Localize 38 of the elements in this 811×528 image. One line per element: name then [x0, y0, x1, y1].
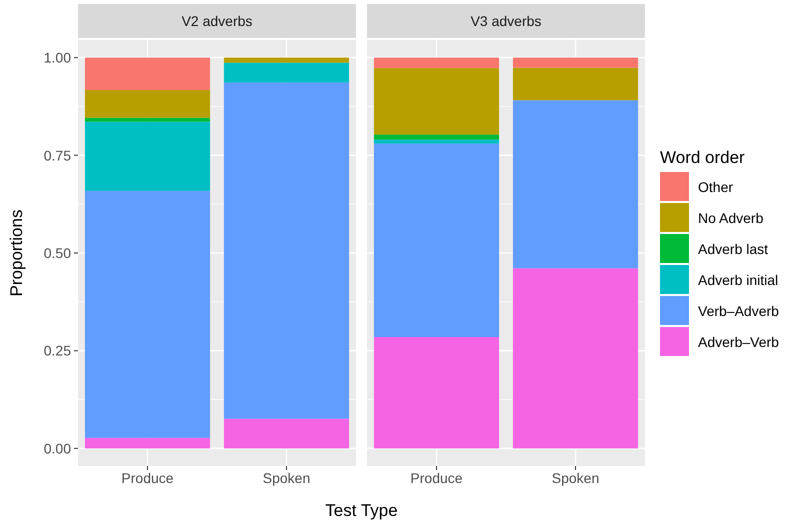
y-tick-label: 1.00: [44, 50, 72, 66]
y-tick-label: 0.75: [44, 147, 72, 164]
bar: [224, 58, 350, 63]
bar: [84, 90, 210, 118]
chart-title: V3 adverbs: [470, 13, 542, 29]
y-tick-label: 0.25: [44, 342, 72, 359]
bar: [374, 68, 500, 135]
legend-label: Other: [698, 179, 734, 195]
bar: [224, 418, 350, 448]
x-tick-label: Spoken: [262, 470, 310, 486]
bar: [512, 100, 638, 268]
bar: [224, 62, 350, 83]
bar: [374, 140, 500, 144]
bar: [84, 438, 210, 448]
y-tick-label: 0.00: [44, 440, 72, 456]
bar: [512, 58, 638, 68]
bar: [512, 268, 638, 448]
legend-label: No Adverb: [698, 210, 764, 226]
bar: [374, 58, 500, 68]
bar: [374, 337, 500, 448]
chart-title: V2 adverbs: [182, 13, 252, 29]
legend-title: Word order: [660, 148, 746, 167]
y-axis-title: Proportions: [7, 210, 26, 296]
bar: [84, 58, 210, 90]
legend-label: Adverb–Verb: [698, 334, 780, 350]
x-axis-title: Test Type: [325, 501, 398, 520]
legend-label: Adverb last: [698, 241, 768, 257]
y-tick-label: 0.50: [44, 245, 72, 261]
bar: [84, 190, 210, 438]
x-tick-label: Produce: [410, 470, 463, 486]
bar: [84, 122, 210, 191]
legend-label: Verb–Adverb: [698, 303, 780, 319]
legend-label: Adverb initial: [698, 272, 778, 288]
bar: [512, 68, 638, 100]
x-tick-label: Spoken: [552, 470, 600, 486]
bar: [374, 134, 500, 140]
bar: [374, 144, 500, 338]
x-tick-label: Produce: [121, 470, 174, 486]
